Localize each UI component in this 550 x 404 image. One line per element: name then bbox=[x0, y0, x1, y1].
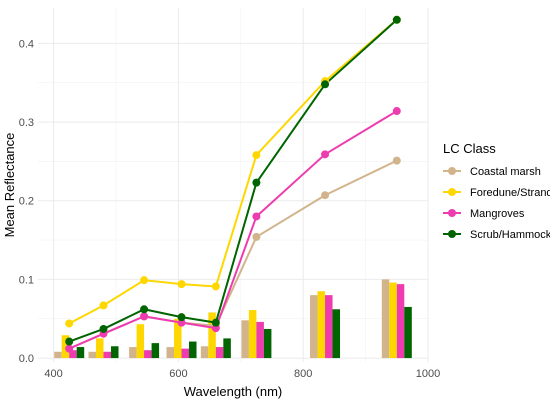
legend-key-point bbox=[448, 230, 456, 238]
legend: LC Class Coastal marsh Foredune/Strand Man… bbox=[443, 141, 550, 241]
data-point bbox=[392, 156, 401, 165]
y-axis-ticks: 0.0 0.1 0.2 0.3 0.4 bbox=[19, 38, 34, 365]
bar bbox=[381, 279, 390, 359]
bar bbox=[404, 306, 412, 359]
y-tick-label: 0.3 bbox=[19, 117, 34, 129]
y-tick-label: 0.2 bbox=[19, 196, 34, 208]
data-point bbox=[321, 191, 330, 200]
series-points bbox=[65, 15, 401, 353]
series-lines bbox=[68, 19, 398, 350]
bar bbox=[332, 309, 341, 359]
bar bbox=[389, 282, 397, 359]
data-point bbox=[99, 324, 108, 333]
bar bbox=[215, 347, 224, 359]
data-point bbox=[177, 318, 186, 327]
legend-title: LC Class bbox=[443, 141, 496, 156]
data-point bbox=[177, 313, 186, 322]
bar bbox=[263, 328, 272, 359]
series-line bbox=[68, 19, 398, 343]
data-point bbox=[321, 150, 330, 159]
bar bbox=[144, 350, 152, 359]
bar bbox=[181, 348, 190, 359]
series-line bbox=[68, 159, 398, 350]
legend-items: Coastal marsh Foredune/Strand Mangroves Scr… bbox=[443, 166, 550, 241]
bar bbox=[88, 351, 97, 359]
data-point bbox=[99, 301, 108, 310]
data-point bbox=[392, 15, 401, 24]
y-tick-label: 0.0 bbox=[19, 353, 34, 365]
data-point bbox=[211, 324, 220, 333]
legend-key-point bbox=[448, 188, 456, 196]
bar bbox=[69, 350, 77, 359]
data-point bbox=[252, 178, 261, 187]
bar bbox=[208, 312, 216, 359]
bar bbox=[223, 338, 231, 359]
bar bbox=[54, 351, 62, 359]
data-point bbox=[392, 107, 401, 116]
bar bbox=[129, 347, 137, 359]
x-axis-ticks: 400 600 800 1000 bbox=[44, 368, 440, 380]
y-tick-label: 0.4 bbox=[19, 38, 34, 50]
legend-item: Scrub/Hammock bbox=[443, 229, 550, 241]
data-point bbox=[321, 80, 330, 89]
data-point bbox=[211, 318, 220, 327]
bar bbox=[310, 295, 318, 359]
x-tick-label: 400 bbox=[44, 368, 62, 380]
x-tick-label: 800 bbox=[294, 368, 312, 380]
y-axis-title: Mean Reflectance bbox=[2, 133, 17, 238]
bar bbox=[241, 320, 249, 359]
legend-key-point bbox=[448, 167, 456, 175]
bar bbox=[396, 284, 405, 359]
x-tick-label: 600 bbox=[169, 368, 187, 380]
y-tick-label: 0.1 bbox=[19, 274, 34, 286]
bar bbox=[96, 338, 104, 359]
bar bbox=[174, 318, 182, 359]
legend-item: Mangroves bbox=[443, 208, 525, 220]
bar bbox=[136, 324, 145, 359]
bar bbox=[189, 341, 197, 359]
x-axis-title: Wavelength (nm) bbox=[184, 384, 283, 399]
legend-label: Scrub/Hammock bbox=[470, 229, 550, 241]
bar bbox=[111, 346, 119, 359]
bar bbox=[325, 295, 333, 359]
legend-key-point bbox=[448, 209, 456, 217]
data-point bbox=[65, 319, 74, 328]
data-point bbox=[252, 232, 261, 241]
legend-label: Coastal marsh bbox=[470, 166, 541, 178]
legend-item: Coastal marsh bbox=[443, 166, 541, 178]
data-point bbox=[65, 344, 74, 353]
data-point bbox=[140, 305, 149, 314]
legend-item: Foredune/Strand bbox=[443, 187, 550, 199]
data-point bbox=[140, 276, 149, 285]
data-point bbox=[211, 282, 220, 291]
legend-label: Foredune/Strand bbox=[470, 187, 550, 199]
x-tick-label: 1000 bbox=[416, 368, 440, 380]
data-point bbox=[252, 212, 261, 221]
bars bbox=[54, 279, 412, 359]
bar bbox=[200, 346, 209, 359]
bar bbox=[248, 310, 257, 359]
bar bbox=[166, 347, 175, 359]
legend-label: Mangroves bbox=[470, 208, 525, 220]
data-point bbox=[252, 151, 261, 160]
data-point bbox=[177, 280, 186, 289]
bar bbox=[317, 291, 326, 359]
series-line bbox=[68, 110, 398, 350]
data-point bbox=[65, 337, 74, 346]
bar bbox=[103, 351, 112, 359]
bar bbox=[151, 343, 160, 359]
series-line bbox=[68, 19, 398, 325]
bar bbox=[76, 347, 85, 359]
bar bbox=[61, 335, 70, 359]
data-point bbox=[140, 312, 149, 321]
bar bbox=[256, 321, 264, 359]
